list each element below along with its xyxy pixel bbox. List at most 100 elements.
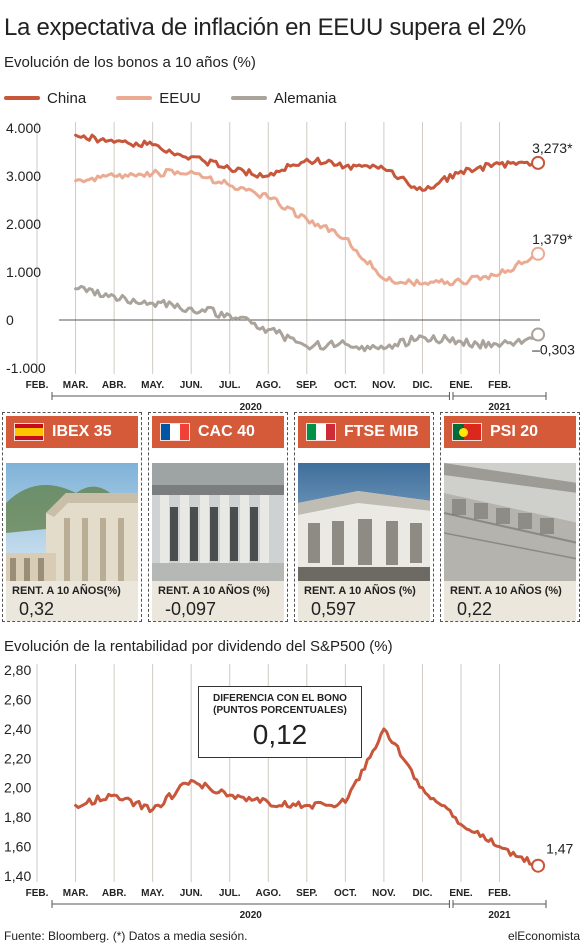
x-tick-label: MAR. bbox=[63, 380, 89, 391]
legend-swatch-eeuu bbox=[116, 96, 153, 100]
end-point-marker bbox=[531, 155, 546, 170]
legend-item-china: China bbox=[4, 90, 86, 107]
y-tick-label: 0 bbox=[6, 312, 14, 328]
y-tick-label: 2,80 bbox=[4, 662, 31, 678]
x-tick-label: MAY. bbox=[141, 888, 164, 899]
index-card-header: PSI 20 bbox=[444, 416, 576, 448]
end-label-alemania: –0,303 bbox=[532, 342, 575, 358]
series-line-china bbox=[74, 133, 540, 192]
x-tick-label: FEB. bbox=[26, 380, 49, 391]
yield-box: RENT. A 10 AÑOS (%) 0,597 bbox=[298, 581, 430, 621]
x-tick-label: ENE. bbox=[449, 888, 473, 899]
index-cards: IBEX 35 RENT. A 10 AÑOS(%) 0,32 CA bbox=[2, 412, 582, 624]
legend-item-eeuu: EEUU bbox=[116, 90, 201, 107]
callout-label-line2: (PUNTOS PORCENTUALES) bbox=[213, 705, 347, 716]
y-tick-label: 2,60 bbox=[4, 691, 31, 707]
ibex-building-photo bbox=[6, 463, 138, 581]
x-tick-label: DIC. bbox=[412, 380, 432, 391]
index-name: CAC 40 bbox=[198, 423, 255, 440]
source-note: Fuente: Bloomberg. (*) Datos a media ses… bbox=[4, 929, 248, 943]
x-tick-label: NOV. bbox=[372, 380, 396, 391]
x-tick-label: DIC. bbox=[412, 888, 432, 899]
bond-chart-subtitle: Evolución de los bonos a 10 años (%) bbox=[4, 54, 256, 71]
yield-label: RENT. A 10 AÑOS (%) bbox=[450, 585, 562, 597]
index-card-psi: PSI 20 RENT. A 10 AÑOS (%) 0,22 bbox=[440, 412, 580, 622]
y-tick-label: 3.000 bbox=[6, 168, 41, 184]
yield-value: -0,097 bbox=[165, 599, 217, 619]
index-name: IBEX 35 bbox=[52, 423, 112, 440]
end-label-eeuu: 1,379* bbox=[532, 231, 573, 247]
x-tick-label: MAY. bbox=[141, 380, 164, 391]
y-tick-label: 1.000 bbox=[6, 264, 41, 280]
yield-box: RENT. A 10 AÑOS (%) 0,22 bbox=[444, 581, 576, 621]
yield-label: RENT. A 10 AÑOS(%) bbox=[12, 585, 121, 597]
end-point-marker bbox=[531, 327, 546, 342]
series-line-s-p500 bbox=[74, 727, 540, 868]
x-tick-label: AGO. bbox=[255, 888, 281, 899]
legend-swatch-china bbox=[4, 96, 40, 100]
x-tick-label: ABR. bbox=[102, 380, 127, 391]
index-card-ibex: IBEX 35 RENT. A 10 AÑOS(%) 0,32 bbox=[2, 412, 142, 622]
legend-item-alemania: Alemania bbox=[230, 89, 337, 107]
x-tick-label: ENE. bbox=[449, 380, 473, 391]
x-tick-label: OCT. bbox=[334, 380, 357, 391]
y-tick-label: 2.000 bbox=[6, 216, 41, 232]
y-tick-label: 1,40 bbox=[4, 868, 31, 884]
index-card-header: CAC 40 bbox=[152, 416, 284, 448]
series-line-alemania bbox=[74, 284, 540, 353]
end-label-sp500: 1,47 bbox=[546, 841, 573, 857]
callout-label: DIFERENCIA CON EL BONO (PUNTOS PORCENTUAL… bbox=[199, 693, 361, 717]
x-tick-label: JUL. bbox=[219, 888, 241, 899]
x-tick-label: ABR. bbox=[102, 888, 127, 899]
series-line-eeuu bbox=[74, 167, 540, 287]
callout-value: 0,12 bbox=[252, 719, 308, 750]
year-label-2021: 2021 bbox=[488, 910, 511, 921]
index-name: FTSE MIB bbox=[344, 423, 419, 440]
index-card-ftse: FTSE MIB RENT. A 10 AÑOS (%) 0,597 bbox=[294, 412, 434, 622]
legend-label-eeuu: EEUU bbox=[159, 89, 201, 107]
italy-flag-icon bbox=[306, 423, 336, 441]
callout-label-line1: DIFERENCIA CON EL BONO bbox=[213, 693, 347, 704]
bond-chart-legend: China EEUU Alemania bbox=[4, 88, 366, 108]
year-label-2021: 2021 bbox=[488, 402, 511, 413]
x-tick-label: SEP. bbox=[296, 380, 318, 391]
x-tick-label: FEB. bbox=[488, 380, 511, 391]
x-tick-label: OCT. bbox=[334, 888, 357, 899]
portugal-flag-icon bbox=[452, 423, 482, 441]
x-tick-label: JUL. bbox=[219, 380, 241, 391]
psi-building-photo bbox=[444, 463, 576, 581]
x-tick-label: AGO. bbox=[255, 380, 281, 391]
x-tick-label: MAR. bbox=[63, 888, 89, 899]
brand-logo: elEconomista bbox=[507, 929, 580, 943]
difference-callout: DIFERENCIA CON EL BONO (PUNTOS PORCENTUAL… bbox=[198, 686, 362, 758]
yield-value: 0,22 bbox=[457, 599, 493, 619]
bond-yield-chart: FEB. MAR. ABR. MAY. JUN. JUL. AGO. SEP. OCT. NOV.… bbox=[6, 120, 575, 413]
y-tick-label: 1,60 bbox=[4, 839, 31, 855]
ftse-building-photo bbox=[298, 463, 430, 581]
x-tick-label: FEB. bbox=[26, 888, 49, 899]
year-label-2020: 2020 bbox=[240, 910, 263, 921]
end-label-china: 3,273* bbox=[532, 140, 573, 156]
x-tick-label: NOV. bbox=[372, 888, 396, 899]
legend-label-alemania: Alemania bbox=[273, 89, 337, 107]
index-card-cac: CAC 40 RENT. A 10 AÑOS (%) -0,097 bbox=[148, 412, 288, 622]
x-tick-label: JUN. bbox=[180, 380, 203, 391]
year-label-2020: 2020 bbox=[240, 402, 263, 413]
yield-value: 0,597 bbox=[311, 599, 357, 619]
yield-value: 0,32 bbox=[19, 599, 55, 619]
index-card-header: FTSE MIB bbox=[298, 416, 430, 448]
legend-label-china: China bbox=[47, 89, 87, 107]
dividend-chart-subtitle: Evolución de la rentabilidad por dividen… bbox=[4, 638, 393, 655]
y-tick-label: -1.000 bbox=[6, 360, 46, 376]
index-card-header: IBEX 35 bbox=[6, 416, 138, 448]
y-tick-label: 4.000 bbox=[6, 120, 41, 136]
y-tick-label: 2,00 bbox=[4, 780, 31, 796]
cac-building-photo bbox=[152, 463, 284, 581]
spain-flag-icon bbox=[14, 423, 44, 441]
dividend-yield-chart: FEB. MAR. ABR. MAY. JUN. JUL. AGO. SEP. OCT. NOV.… bbox=[4, 662, 574, 921]
france-flag-icon bbox=[160, 423, 190, 441]
x-tick-label: SEP. bbox=[296, 888, 318, 899]
x-tick-label: FEB. bbox=[488, 888, 511, 899]
yield-label: RENT. A 10 AÑOS (%) bbox=[304, 585, 416, 597]
page-title: La expectativa de inflación en EEUU supe… bbox=[4, 14, 526, 41]
